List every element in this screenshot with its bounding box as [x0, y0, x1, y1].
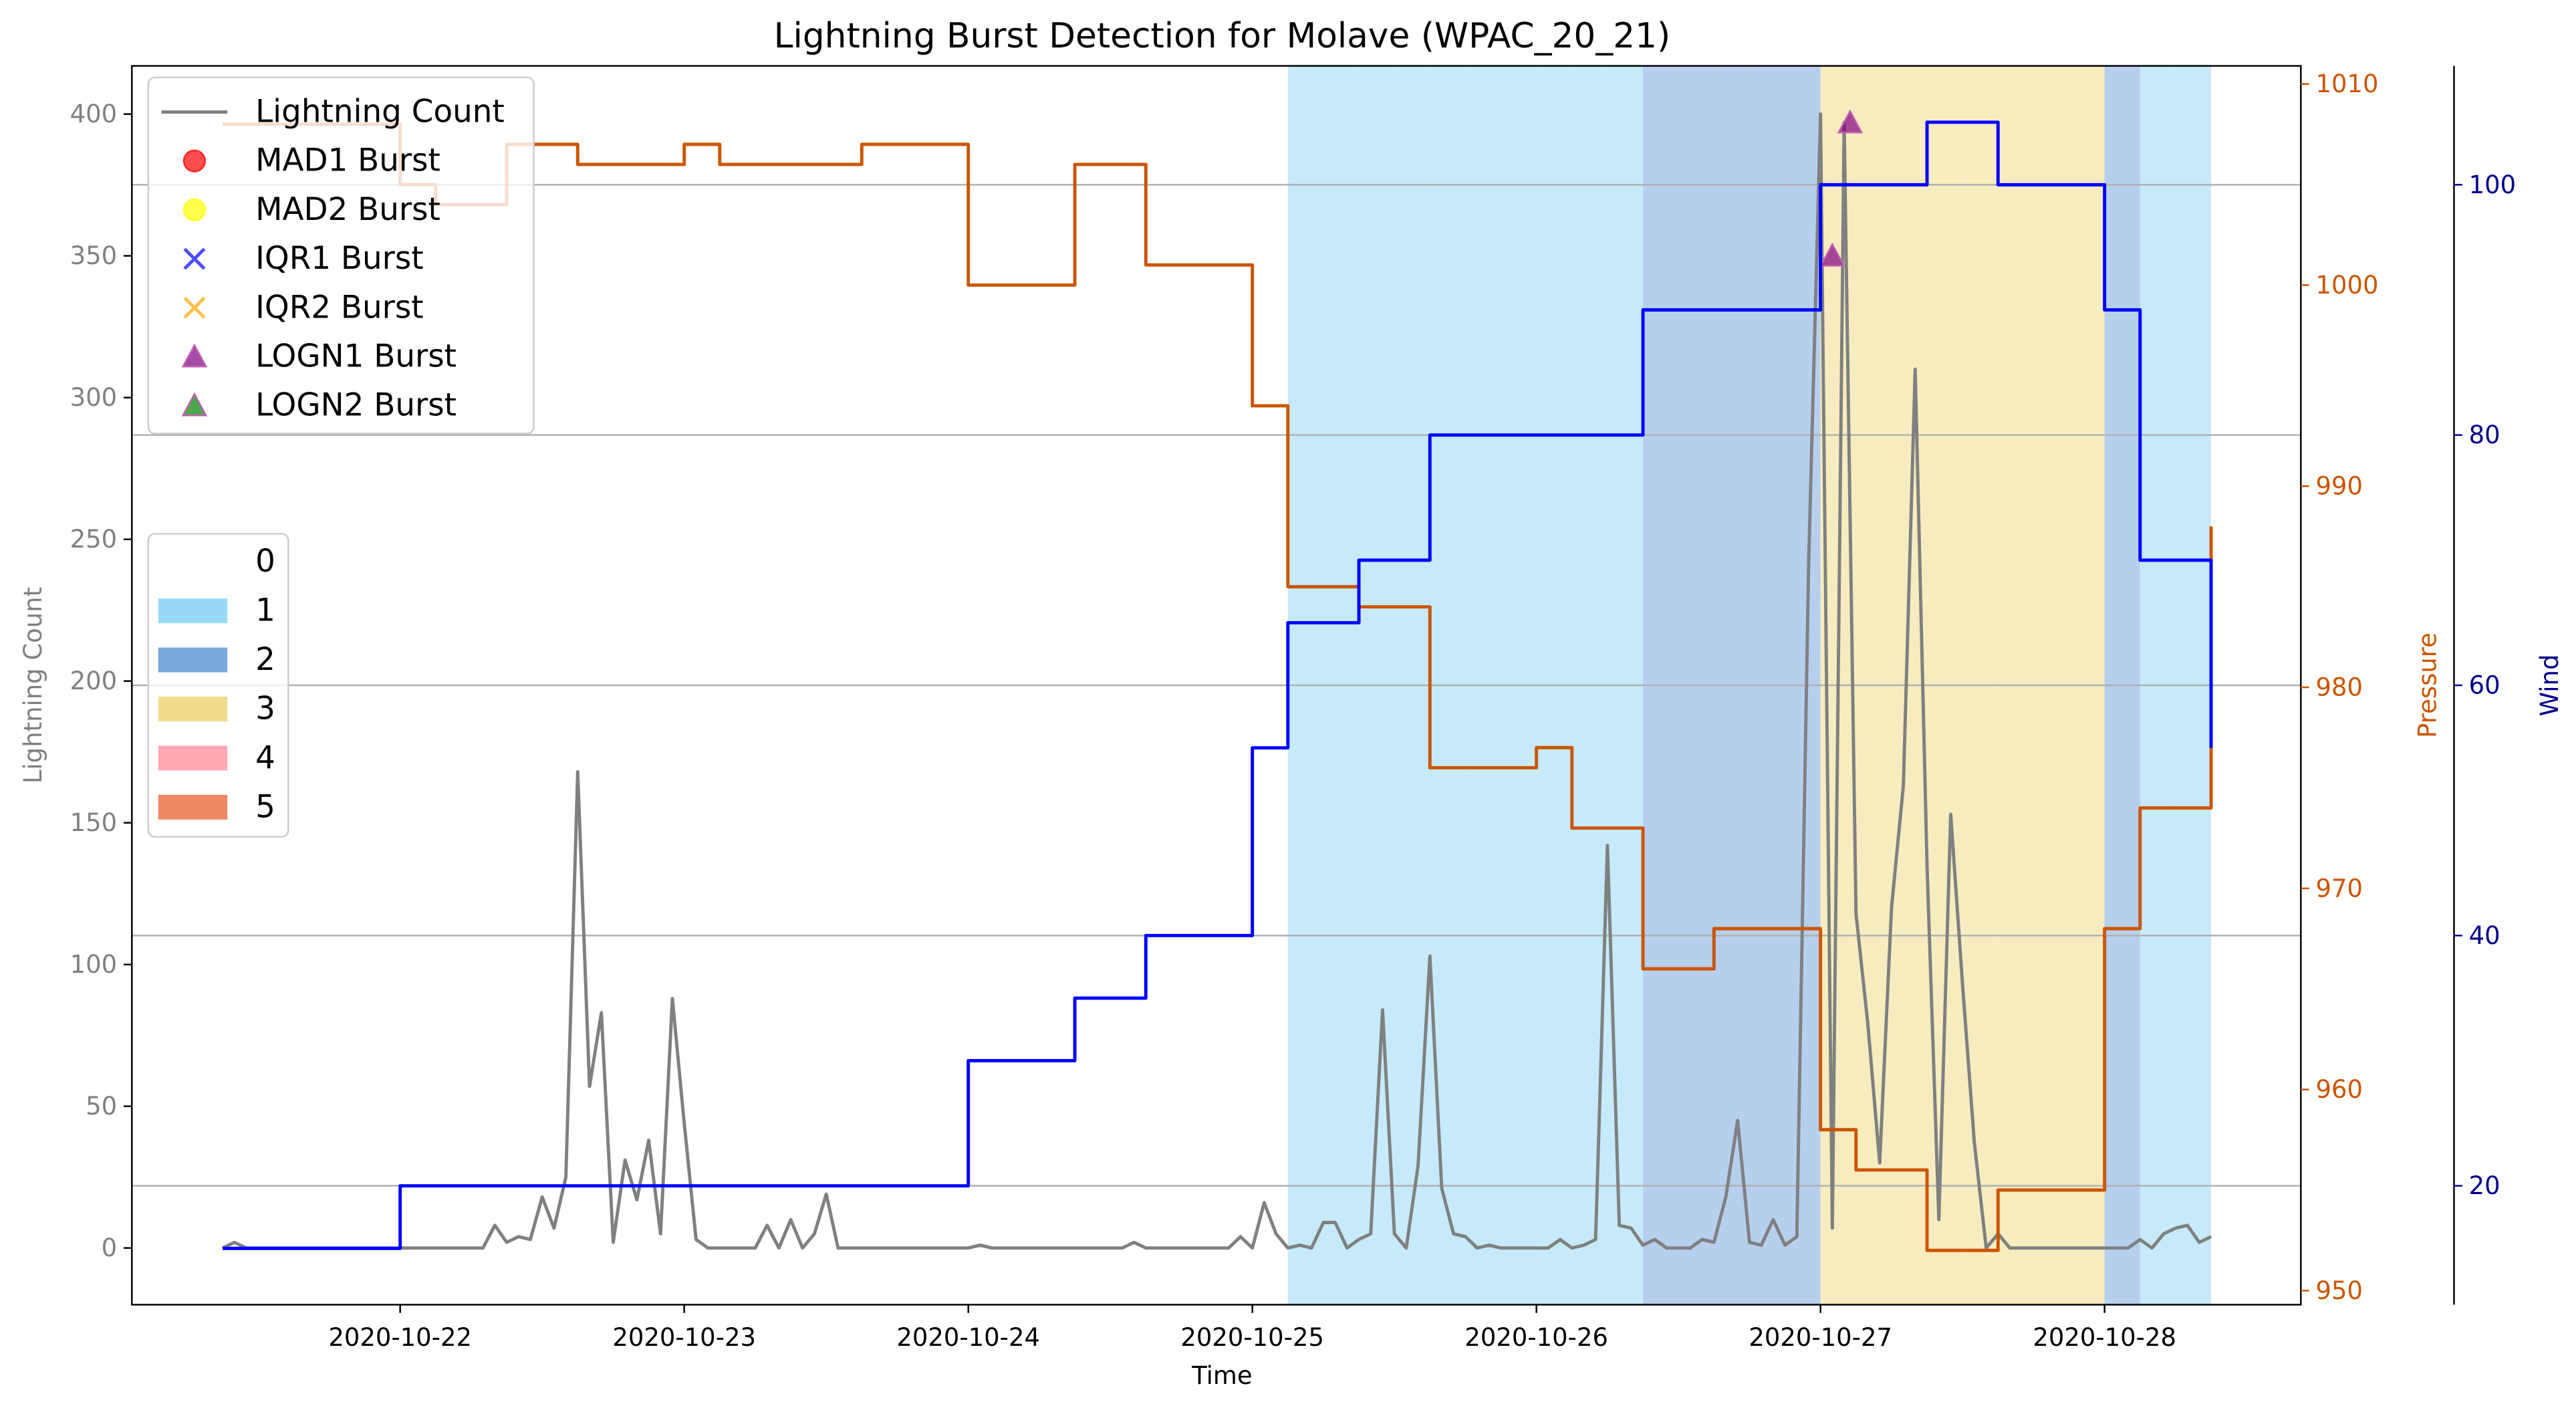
y-tick-label: 200 [70, 667, 118, 695]
series-line [223, 122, 2213, 1252]
y-tick-label: 150 [70, 808, 118, 837]
y2-tick-label: 980 [2316, 673, 2363, 702]
y2-tick-label: 990 [2316, 472, 2363, 501]
legend: Lightning Count MAD1 Burst MAD2 Burst IQR1 … [147, 76, 535, 838]
axes: Lightning Burst Detection for Molave (WP… [19, 16, 2564, 1390]
intensity-legend-patch [158, 697, 228, 721]
legend-label: MAD1 Burst [255, 143, 440, 179]
legend-label: LOGN2 Burst [255, 388, 457, 424]
intensity-legend-patch [158, 549, 228, 574]
y3-axis-label: Wind [2535, 655, 2564, 717]
x-tick-label: 2020-10-23 [612, 1323, 756, 1352]
intensity-legend-patch [158, 598, 228, 624]
y3-tick-label: 60 [2469, 671, 2500, 700]
legend-label: MAD2 Burst [255, 192, 440, 228]
legend-marker [183, 296, 206, 319]
y2-tick-label: 1010 [2316, 70, 2379, 98]
legend-label: IQR1 Burst [255, 241, 424, 277]
x-tick-label: 2020-10-26 [1464, 1323, 1608, 1352]
legend-label: Lightning Count [255, 94, 505, 130]
y3-tick-label: 40 [2469, 921, 2500, 950]
legend-marker [181, 343, 208, 368]
x-tick-label: 2020-10-22 [328, 1323, 472, 1352]
y2-tick-label: 950 [2316, 1276, 2363, 1305]
intensity-legend-label: 0 [255, 544, 275, 580]
y2-tick-label: 970 [2316, 874, 2363, 903]
intensity-legend-label: 4 [255, 740, 275, 776]
y-tick-label: 0 [102, 1234, 118, 1262]
y3-tick-label: 100 [2469, 170, 2517, 199]
intensity-legend-patch [158, 745, 228, 771]
y-tick-label: 50 [86, 1092, 117, 1121]
intensity-legend-patch [158, 647, 228, 673]
legend-marker [182, 198, 207, 222]
y-tick-label: 350 [70, 241, 118, 270]
series-line [223, 120, 2213, 1250]
y2-tick-label: 960 [2316, 1075, 2363, 1104]
legend-box [147, 76, 535, 435]
legend-marker [183, 247, 206, 270]
intensity-legend-label: 5 [255, 789, 275, 825]
plot-area [221, 109, 2213, 1252]
series-line [221, 112, 2212, 1250]
x-tick-label: 2020-10-24 [896, 1323, 1040, 1352]
x-axis-label: Time [1191, 1361, 1252, 1390]
legend-label: IQR2 Burst [255, 289, 424, 326]
burst-marker [1819, 242, 1845, 267]
intensity-legend-patch [158, 794, 228, 820]
y-axis-label: Lightning Count [19, 587, 47, 784]
x-tick-label: 2020-10-27 [1749, 1323, 1892, 1352]
legend-label: LOGN1 Burst [255, 338, 457, 374]
burst-marker [1837, 109, 1863, 134]
x-tick-label: 2020-10-28 [2033, 1323, 2176, 1352]
intensity-legend-label: 2 [255, 642, 275, 678]
y-tick-label: 300 [70, 383, 118, 412]
y2-tick-label: 1000 [2316, 271, 2379, 300]
y-tick-label: 100 [70, 950, 118, 979]
plot-frame [131, 65, 2302, 1306]
y-tick-label: 250 [70, 525, 118, 554]
y3-tick-label: 20 [2469, 1171, 2500, 1200]
y2-axis-label: Pressure [2414, 632, 2442, 738]
intensity-legend-label: 3 [255, 691, 275, 727]
chart-title: Lightning Burst Detection for Molave (WP… [774, 16, 1671, 56]
y-tick-label: 400 [70, 100, 118, 128]
intensity-legend-label: 1 [255, 593, 275, 629]
y3-tick-label: 80 [2469, 421, 2500, 449]
x-tick-label: 2020-10-25 [1180, 1323, 1324, 1352]
legend-marker [181, 392, 208, 417]
legend-marker [182, 149, 207, 172]
